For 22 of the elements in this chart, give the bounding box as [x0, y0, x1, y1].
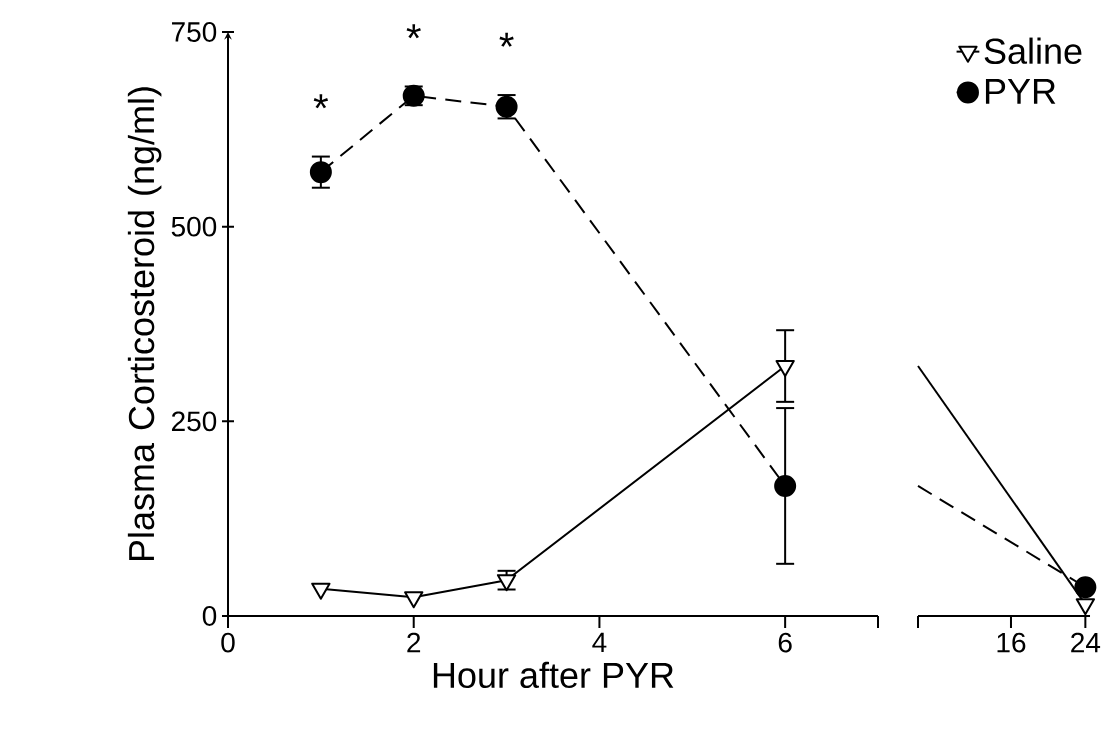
y-tick-label: 0	[202, 606, 217, 626]
annotation: *	[499, 32, 514, 47]
x-tick-label: 16	[997, 632, 1026, 653]
y-tick-label: 250	[171, 411, 217, 432]
legend-label: PYR	[985, 78, 1056, 104]
x-tick-label: 0	[221, 632, 235, 653]
legend-label: Saline	[984, 37, 1082, 65]
annotation: *	[406, 24, 421, 39]
y-axis-title: Plasma Corticosteroid (ng/ml)	[127, 87, 162, 561]
x-tick-label: 6	[778, 632, 792, 653]
point	[404, 591, 424, 609]
annotation: *	[313, 94, 329, 109]
point	[496, 574, 517, 592]
x-axis-title: Hour after PYR	[433, 661, 674, 689]
y-tick-label: 500	[171, 216, 217, 237]
y-tick-label: 750	[172, 22, 217, 42]
point	[775, 360, 795, 378]
x-tick-label: 4	[592, 632, 607, 652]
x-tick-label: 2	[407, 632, 421, 653]
x-tick-label: 24	[1071, 632, 1101, 653]
point	[311, 582, 331, 600]
point	[309, 161, 332, 184]
